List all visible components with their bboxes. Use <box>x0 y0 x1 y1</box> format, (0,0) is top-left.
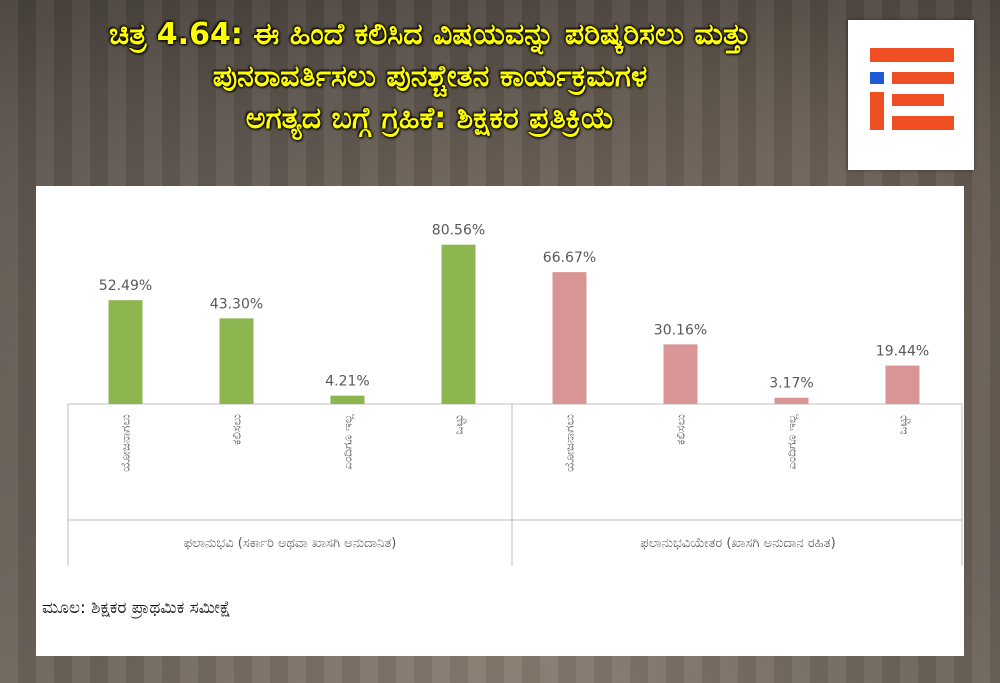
bar <box>663 344 698 404</box>
bar <box>441 244 476 404</box>
chart-panel: 52.49% ಯೋಜನಾಗಲು 43.30% ಕಲಿಸಲು 4.21% ಎಂದಿಗೂ ಇಲ… <box>36 186 964 656</box>
title-line: ಪುನರಾವರ್ತಿಸಲು ಪುನಶ್ಚೇತನ ಕಾರ್ಯಕ್ರಮಗಳ <box>212 59 648 94</box>
tick-label: ಕಲಿಸಲು <box>230 414 244 445</box>
bar <box>552 272 587 404</box>
tick-label: ಯೋಜನಾಗಲು <box>563 414 577 472</box>
page-title: ಚಿತ್ರ 4.64: ಈ ಹಿಂದೆ ಕಲಿಸಿದ ವಿಷಯವನ್ನು ಪರಿ… <box>20 14 840 140</box>
bar <box>885 365 920 404</box>
title-line: ಅಗತ್ಯದ ಬಗ್ಗೆ ಗ್ರಹಿಕೆ: ಶಿಕ್ಷಕರ ಪ್ರತಿಕ್ರಿಯ… <box>245 101 615 136</box>
tick-label: ಒಟ್ಟು <box>896 414 910 435</box>
group-label: ಫಲಾನುಭವಿಯೇತರ (ಖಾಸಗಿ ಅನುದಾನ ರಹಿತ) <box>640 536 835 551</box>
data-label: 52.49% <box>99 278 152 294</box>
bar-chart: 52.49% ಯೋಜನಾಗಲು 43.30% ಕಲಿಸಲು 4.21% ಎಂದಿಗೂ ಇಲ… <box>67 223 963 566</box>
ie-logo-icon <box>870 48 954 130</box>
data-label: 43.30% <box>210 296 263 312</box>
data-label: 3.17% <box>769 376 813 392</box>
group-label: ಫಲಾನುಭವಿ (ಸರ್ಕಾರಿ ಅಥವಾ ಖಾಸಗಿ ಅನುದಾನಿತ) <box>184 536 397 551</box>
tick-label: ಎಂದಿಗೂ ಇಲ್ಲ <box>785 413 800 469</box>
tick-label: ಕಲಿಸಲು <box>674 414 688 445</box>
tick-label: ಎಂದಿಗೂ ಇಲ್ಲ <box>341 413 356 469</box>
title-line: ಚಿತ್ರ 4.64: ಈ ಹಿಂದೆ ಕಲಿಸಿದ ವಿಷಯವನ್ನು ಪರಿ… <box>109 17 751 52</box>
data-label: 80.56% <box>432 223 485 239</box>
tick-label: ಒಟ್ಟು <box>452 414 466 435</box>
bar <box>330 395 365 404</box>
data-label: 30.16% <box>654 322 707 338</box>
bar <box>774 397 809 404</box>
data-label: 4.21% <box>325 374 369 390</box>
data-label: 66.67% <box>543 250 596 266</box>
source-note: ಮೂಲ: ಶಿಕ್ಷಕರ ಪ್ರಾಥಮಿಕ ಸಮೀಕ್ಷೆ <box>42 598 231 618</box>
tick-label: ಯೋಜನಾಗಲು <box>119 414 133 472</box>
data-label: 19.44% <box>876 344 929 360</box>
bar <box>219 318 254 404</box>
bar <box>108 300 143 404</box>
logo <box>848 20 974 170</box>
